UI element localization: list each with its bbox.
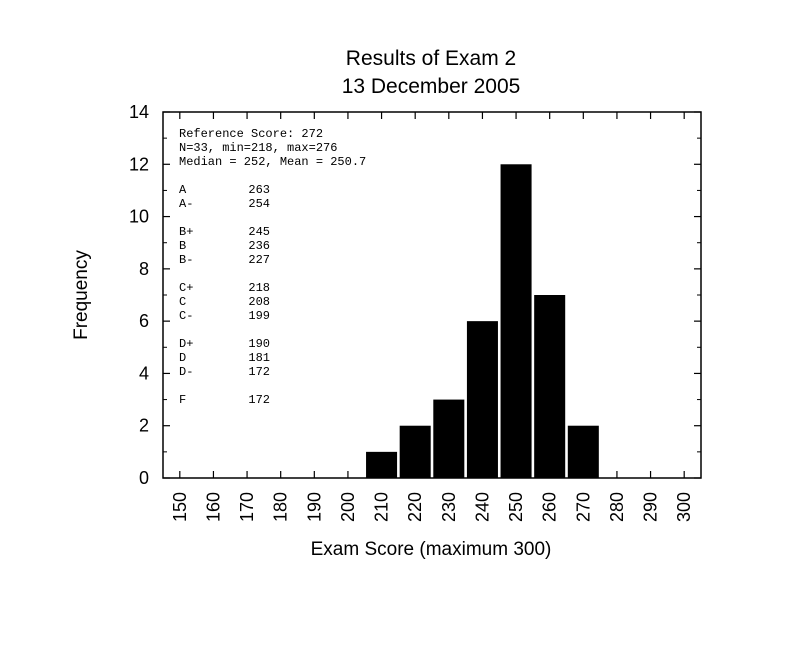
- x-tick-label: 160: [203, 492, 223, 522]
- grade-cutoff: 208: [248, 295, 270, 309]
- bar: [433, 399, 465, 478]
- grade-cutoff: 199: [248, 309, 270, 323]
- x-tick-label: 150: [170, 492, 190, 522]
- grade-label: D+: [179, 337, 193, 351]
- grade-label: D: [179, 351, 186, 365]
- x-tick-label: 270: [573, 492, 593, 522]
- y-axis-label: Frequency: [71, 250, 92, 340]
- grade-cutoff: 263: [248, 183, 270, 197]
- grade-label: B+: [179, 225, 193, 239]
- y-tick-label: 12: [129, 154, 149, 174]
- x-tick-label: 210: [372, 492, 392, 522]
- grade-cutoff: 254: [248, 197, 270, 211]
- grade-label: A-: [179, 197, 193, 211]
- grade-cutoff: 227: [248, 253, 270, 267]
- bar: [399, 425, 431, 478]
- grade-cutoff: 172: [248, 393, 270, 407]
- x-tick-label: 250: [506, 492, 526, 522]
- grade-label: C+: [179, 281, 193, 295]
- chart-title: Results of Exam 2: [346, 47, 516, 70]
- grade-label: C-: [179, 309, 193, 323]
- x-tick-label: 220: [405, 492, 425, 522]
- y-tick-label: 4: [139, 363, 149, 383]
- chart-subtitle: 13 December 2005: [342, 75, 521, 98]
- y-axis: 0 2 4 6 8 10 12 14: [129, 102, 701, 488]
- y-tick-label: 0: [139, 468, 149, 488]
- x-tick-label: 230: [439, 492, 459, 522]
- x-tick-label: 300: [674, 492, 694, 522]
- bar: [534, 295, 566, 478]
- x-tick-label: 240: [472, 492, 492, 522]
- bar: [500, 164, 532, 479]
- grade-cutoff: 218: [248, 281, 270, 295]
- x-axis-label: Exam Score (maximum 300): [311, 539, 552, 560]
- x-tick-label: 180: [271, 492, 291, 522]
- x-tick-label: 190: [304, 492, 324, 522]
- grade-label: D-: [179, 365, 193, 379]
- x-tick-label: 260: [540, 492, 560, 522]
- grade-cutoff: 190: [248, 337, 270, 351]
- grade-label: C: [179, 295, 186, 309]
- grade-label: B-: [179, 253, 193, 267]
- stats-line: N=33, min=218, max=276: [179, 141, 337, 155]
- grade-cutoff: 172: [248, 365, 270, 379]
- grade-label: B: [179, 239, 186, 253]
- grade-cutoff: 181: [248, 351, 270, 365]
- y-tick-label: 2: [139, 416, 149, 436]
- bar: [466, 321, 498, 478]
- grade-cutoff: 245: [248, 225, 270, 239]
- y-tick-label: 10: [129, 207, 149, 227]
- grade-label: A: [179, 183, 187, 197]
- stats-line: Reference Score: 272: [179, 127, 323, 141]
- x-axis: 150 160 170 180 190 200 210 220 230 240 250 260 270 2…: [170, 112, 694, 522]
- x-tick-label: 200: [338, 492, 358, 522]
- x-tick-label: 280: [607, 492, 627, 522]
- bars-group: [366, 164, 599, 479]
- y-tick-label: 14: [129, 102, 149, 122]
- y-tick-label: 6: [139, 311, 149, 331]
- stats-line: Median = 252, Mean = 250.7: [179, 155, 366, 169]
- grade-label: F: [179, 393, 186, 407]
- grade-cutoff: 236: [248, 239, 270, 253]
- bar: [567, 425, 599, 478]
- x-tick-label: 170: [237, 492, 257, 522]
- x-tick-label: 290: [641, 492, 661, 522]
- y-tick-label: 8: [139, 259, 149, 279]
